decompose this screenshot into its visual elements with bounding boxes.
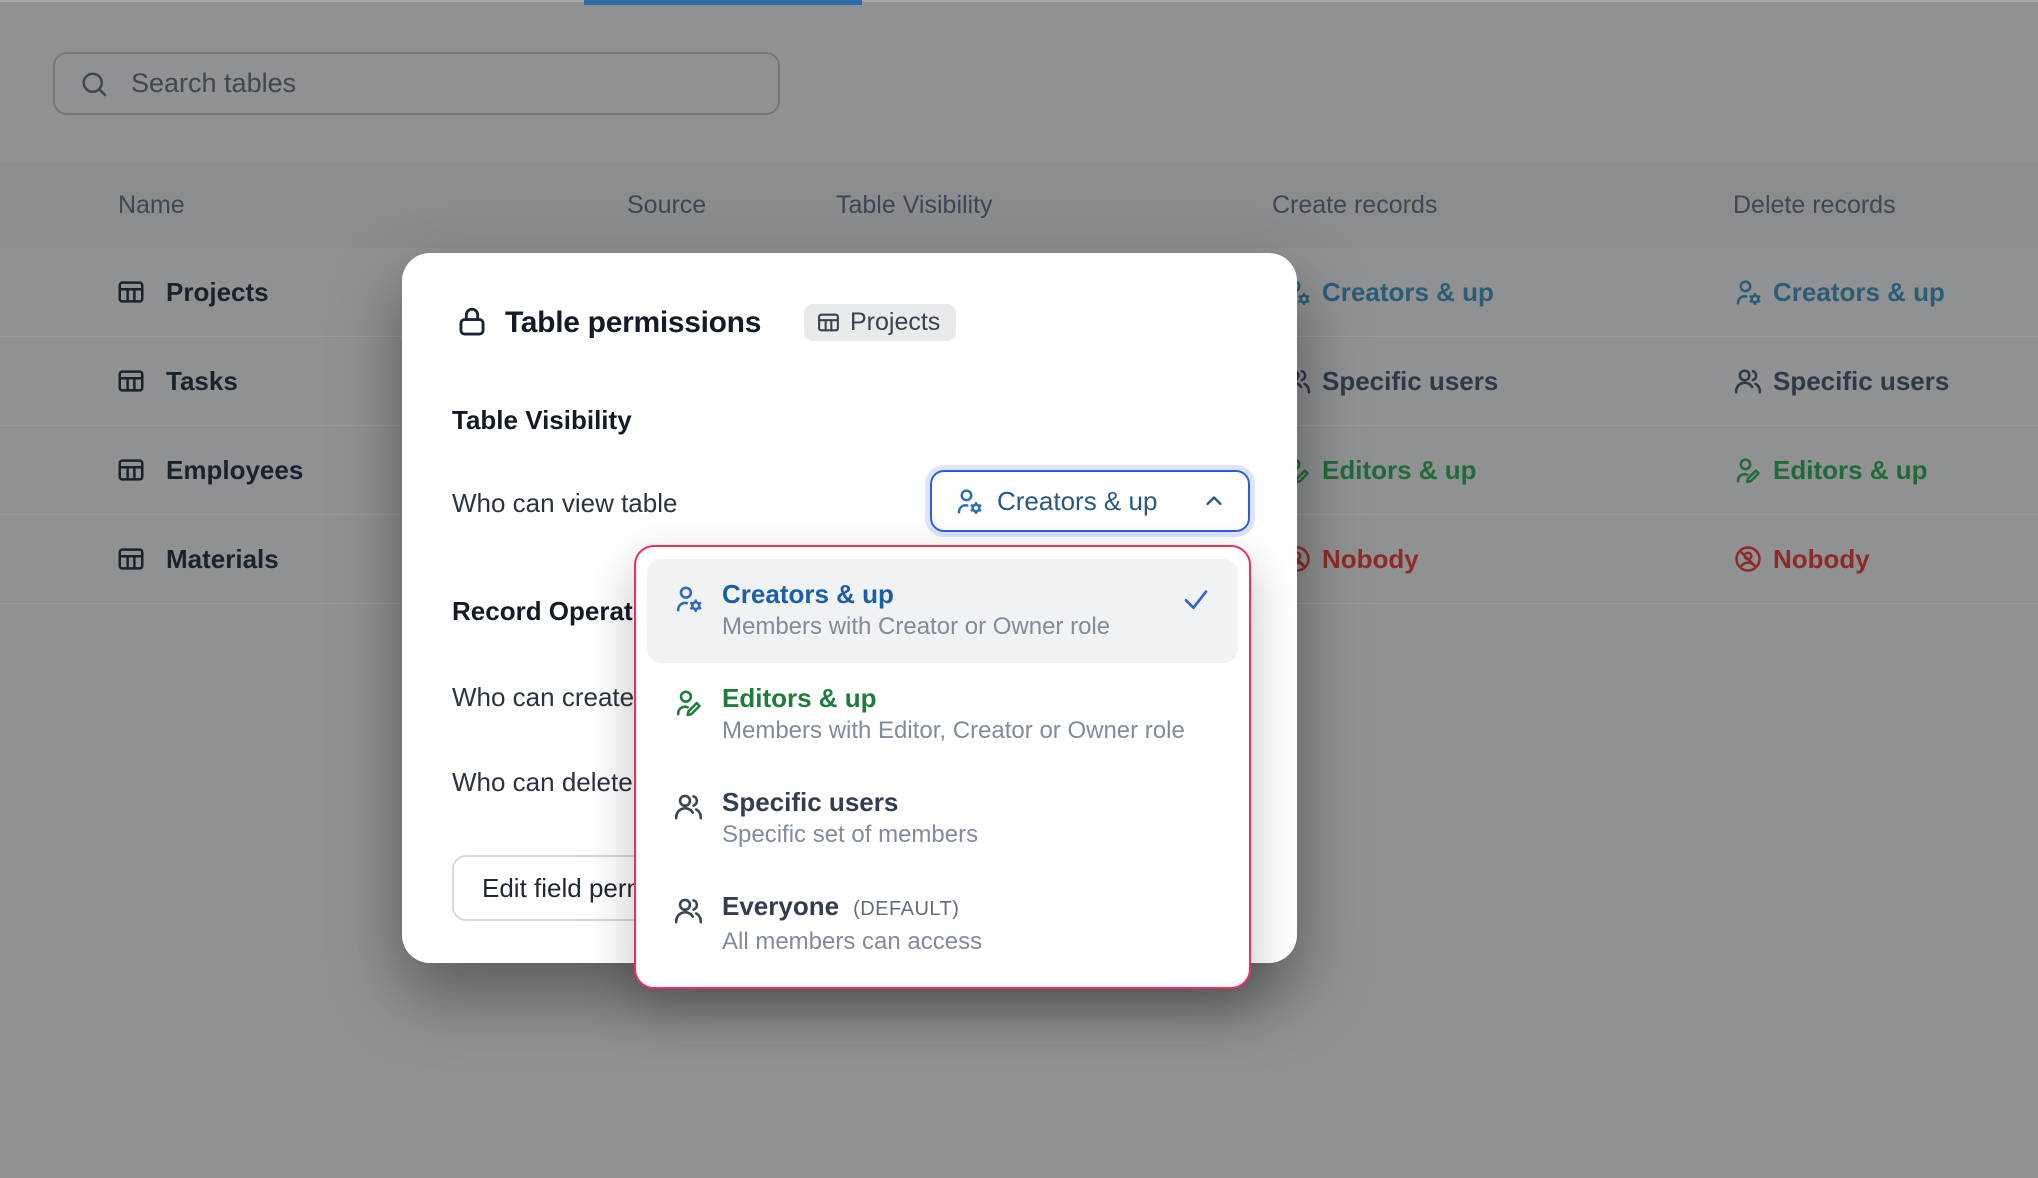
dropdown-item-everyone[interactable]: Everyone (DEFAULT) All members can access <box>647 871 1238 975</box>
chevron-up-icon <box>1200 487 1228 515</box>
view-permission-value: Creators & up <box>997 485 1158 516</box>
column-header-name: Name <box>118 191 185 219</box>
table-grid-icon <box>116 544 146 574</box>
table-name: Employees <box>166 455 304 485</box>
user-cog-icon <box>954 486 984 516</box>
create-permission-value[interactable]: Creators & up <box>1322 277 1494 307</box>
menu-item-label: Editors & up <box>722 683 877 713</box>
user-pen-icon <box>1733 455 1763 485</box>
dropdown-item-specific-users[interactable]: Specific users Specific set of members <box>647 767 1238 871</box>
lock-icon <box>455 305 489 339</box>
create-permission-value[interactable]: Editors & up <box>1322 455 1477 485</box>
table-grid-icon <box>116 455 146 485</box>
table-grid-icon <box>116 366 146 396</box>
visibility-dropdown-menu: Creators & up Members with Creator or Ow… <box>634 545 1251 989</box>
search-tables-box <box>53 52 780 115</box>
delete-permission-value[interactable]: Nobody <box>1773 544 1870 574</box>
view-table-label: Who can view table <box>452 488 678 518</box>
dropdown-item-editors-up[interactable]: Editors & up Members with Editor, Creato… <box>647 663 1238 767</box>
modal-title: Table permissions <box>505 306 762 339</box>
menu-item-description: Members with Editor, Creator or Owner ro… <box>722 717 1185 744</box>
table-badge-label: Projects <box>850 308 941 336</box>
dropdown-item-creators-up[interactable]: Creators & up Members with Creator or Ow… <box>647 559 1238 663</box>
column-header-delete-records: Delete records <box>1733 191 1896 219</box>
user-ban-icon <box>1733 544 1763 574</box>
view-permission-select[interactable]: Creators & up <box>930 470 1250 532</box>
table-grid-icon <box>116 277 146 307</box>
menu-item-label: Specific users <box>722 787 899 817</box>
menu-item-description: All members can access <box>722 928 983 955</box>
table-badge: Projects <box>804 304 957 341</box>
tab-bar-divider <box>0 0 2038 2</box>
column-header-create-records: Create records <box>1272 191 1438 219</box>
delete-permission-value[interactable]: Editors & up <box>1773 455 1928 485</box>
user-cog-icon <box>1733 277 1763 307</box>
active-tab-indicator <box>584 0 862 5</box>
users-icon <box>1733 366 1763 396</box>
menu-item-description: Members with Creator or Owner role <box>722 613 1111 640</box>
user-pen-icon <box>673 687 704 718</box>
delete-permission-value[interactable]: Creators & up <box>1773 277 1945 307</box>
column-header-table-visibility: Table Visibility <box>836 191 993 219</box>
menu-item-default-badge: (DEFAULT) <box>853 898 960 920</box>
section-table-visibility: Table Visibility <box>452 405 632 435</box>
column-header-source: Source <box>627 191 707 219</box>
user-cog-icon <box>673 583 704 614</box>
menu-item-label: Creators & up <box>722 579 894 609</box>
check-icon <box>1180 583 1212 615</box>
table-name: Materials <box>166 544 279 574</box>
search-icon <box>79 69 109 99</box>
search-input[interactable] <box>131 54 761 113</box>
table-header-row: Name Source Table Visibility Create records… <box>0 163 2038 248</box>
menu-item-description: Specific set of members <box>722 821 979 848</box>
table-name: Tasks <box>166 366 238 396</box>
table-name: Projects <box>166 277 269 307</box>
users-icon <box>673 791 704 822</box>
create-permission-value[interactable]: Nobody <box>1322 544 1419 574</box>
users-icon <box>673 895 704 926</box>
delete-permission-value[interactable]: Specific users <box>1773 366 1950 396</box>
menu-item-label: Everyone <box>722 891 840 921</box>
create-permission-value[interactable]: Specific users <box>1322 366 1499 396</box>
table-grid-icon <box>816 310 841 335</box>
